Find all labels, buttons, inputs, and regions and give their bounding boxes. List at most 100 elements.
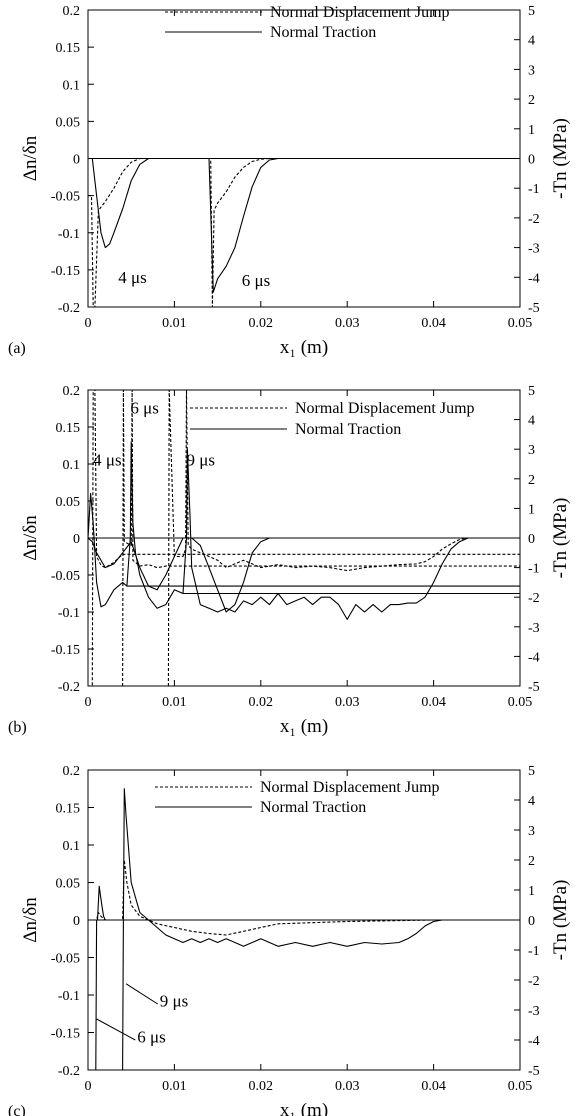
dashed-series-line (88, 390, 520, 686)
y-left-tick-label: -0.15 (51, 264, 80, 279)
annotation-leader (96, 1018, 136, 1041)
solid-series-line (88, 157, 520, 293)
panel-c: -0.2 -0.15 -0.1 -0.05 0 0.05 0.1 0.15 0.2 -5 -4 -3 -… (8, 764, 571, 1116)
y-left-tick-label: 0.1 (63, 458, 81, 473)
legend-label: Normal Traction (260, 799, 366, 816)
panel-a: -0.2 -0.15 -0.1 -0.05 0 0.05 0.1 0.15 0.2 -5 -4 -3 -… (8, 4, 571, 358)
x-tick-label: 0.02 (249, 316, 274, 331)
y-right-tick-label: 3 (528, 443, 535, 458)
y-right-tick-label: 3 (528, 824, 535, 839)
x-tick-label: 0.04 (421, 1079, 446, 1094)
y-left-tick-label: -0.1 (58, 227, 80, 242)
y-left-tick-label: -0.1 (58, 606, 80, 621)
y-right-tick-label: 5 (528, 384, 535, 399)
y-right-tick-label: 1 (528, 502, 535, 517)
y-right-axis-label: -Tn (MPa) (550, 498, 571, 579)
y-left-tick-label: 0 (73, 532, 80, 547)
y-right-tick-label: 3 (528, 63, 535, 78)
legend-label: Normal Displacement Jump (295, 400, 475, 417)
solid-series-line (88, 157, 520, 249)
y-right-tick-label: 1 (528, 123, 535, 138)
legend-label: Normal Traction (295, 421, 401, 438)
legend-label: Normal Traction (270, 24, 376, 41)
y-right-tick-label: -4 (528, 271, 540, 286)
solid-series-line (126, 441, 520, 609)
x-tick-label: 0.05 (508, 1079, 533, 1094)
y-right-tick-label: -3 (528, 621, 540, 636)
y-left-tick-label: -0.2 (58, 1064, 80, 1079)
y-left-tick-label: 0.15 (56, 41, 81, 56)
y-left-tick-label: -0.05 (51, 190, 80, 205)
annotation: 6 μs (242, 271, 270, 290)
x-tick-label: 0.02 (249, 1079, 274, 1094)
y-right-tick-label: -1 (528, 182, 540, 197)
y-left-tick-label: 0.2 (63, 4, 81, 19)
dashed-series-line (88, 859, 520, 936)
y-left-axis-label: Δn/δn (20, 135, 41, 181)
solid-series-line (88, 537, 520, 613)
annotation: 9 μs (186, 450, 214, 469)
y-right-tick-label: -3 (528, 1004, 540, 1019)
x-tick-label: 0 (85, 316, 92, 331)
annotation: 6 μs (130, 399, 158, 418)
y-left-tick-label: -0.15 (51, 1027, 80, 1042)
y-right-tick-label: 1 (528, 884, 535, 899)
y-right-tick-label: 0 (528, 153, 535, 168)
x-tick-label: 0.01 (162, 316, 187, 331)
dashed-series-line (88, 157, 520, 307)
x-tick-label: 0.03 (335, 316, 360, 331)
annotation: 9 μs (160, 991, 188, 1010)
y-left-tick-label: 0.05 (56, 115, 81, 130)
series-group (88, 390, 520, 686)
series-group (88, 157, 520, 307)
x-tick-label: 0.05 (508, 695, 533, 710)
y-left-tick-label: 0.15 (56, 421, 81, 436)
x-tick-label: 0 (85, 1079, 92, 1094)
y-left-axis-label: Δn/δn (20, 897, 41, 943)
x-tick-label: 0.01 (162, 695, 187, 710)
panel-label: (c) (8, 1103, 26, 1116)
y-left-tick-label: 0.2 (63, 384, 81, 399)
x-axis-label: x₁ (m) (280, 337, 328, 358)
y-left-tick-label: 0.1 (63, 839, 81, 854)
y-right-tick-label: 4 (528, 414, 535, 429)
y-left-tick-label: 0.1 (63, 78, 81, 93)
y-right-tick-label: 5 (528, 764, 535, 779)
annotation: 4 μs (93, 450, 121, 469)
dashed-series-line (122, 390, 520, 686)
panel-label: (a) (8, 340, 26, 357)
x-axis-label: x₁ (m) (280, 716, 328, 737)
y-right-tick-label: -5 (528, 301, 540, 316)
solid-series-line (182, 448, 520, 620)
x-tick-label: 0.04 (421, 695, 446, 710)
x-tick-label: 0 (85, 695, 92, 710)
y-right-tick-label: -5 (528, 1064, 540, 1079)
dashed-series-line (88, 157, 520, 307)
panel-b: -0.2 -0.15 -0.1 -0.05 0 0.05 0.1 0.15 0.2 -5 -4 -3 -… (8, 384, 571, 737)
y-left-tick-label: -0.1 (58, 989, 80, 1004)
y-right-tick-label: 2 (528, 93, 535, 108)
y-right-tick-label: -2 (528, 974, 540, 989)
y-right-tick-label: 5 (528, 4, 535, 19)
y-left-tick-label: 0 (73, 153, 80, 168)
solid-series-line (88, 493, 520, 608)
y-right-tick-label: 2 (528, 473, 535, 488)
x-tick-label: 0.03 (335, 1079, 360, 1094)
y-right-tick-label: 2 (528, 854, 535, 869)
y-left-tick-label: 0.05 (56, 877, 81, 892)
y-right-tick-label: -4 (528, 1034, 540, 1049)
x-tick-label: 0.05 (508, 316, 533, 331)
solid-series-line (122, 788, 520, 1070)
y-left-tick-label: 0 (73, 914, 80, 929)
legend-label: Normal Displacement Jump (260, 779, 440, 796)
solid-series-line (88, 885, 520, 1070)
x-tick-label: 0.03 (335, 695, 360, 710)
x-axis-label: x₁ (m) (280, 1100, 328, 1116)
y-right-tick-label: 0 (528, 532, 535, 547)
y-left-tick-label: -0.2 (58, 301, 80, 316)
y-right-tick-label: -2 (528, 212, 540, 227)
y-left-tick-label: 0.15 (56, 802, 81, 817)
y-left-tick-label: -0.05 (51, 952, 80, 967)
y-right-tick-label: -3 (528, 242, 540, 257)
